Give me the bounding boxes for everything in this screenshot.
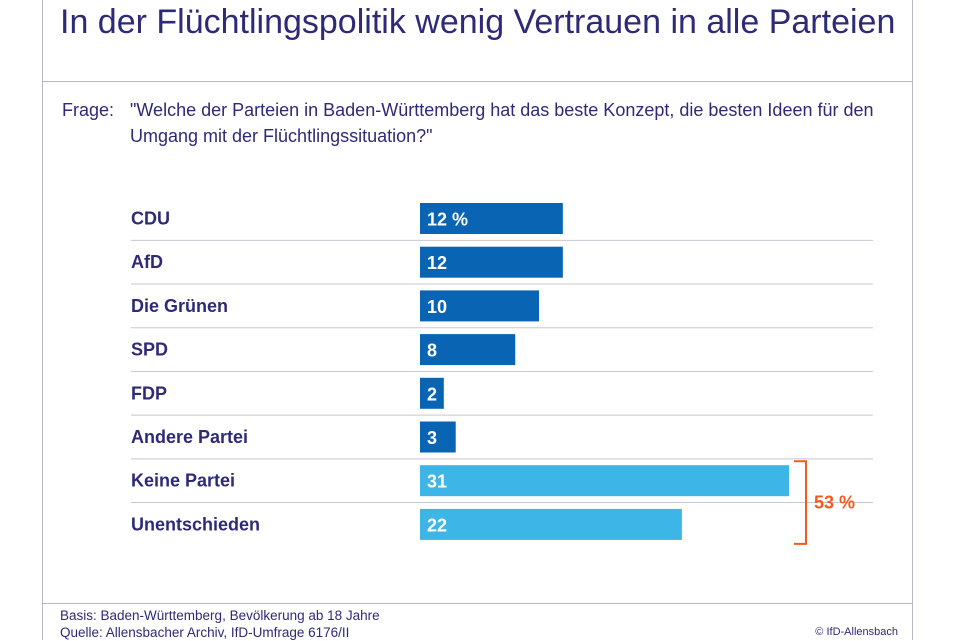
bar	[420, 290, 540, 322]
footer-source: Quelle: Allensbacher Archiv, IfD-Umfrage…	[60, 625, 350, 640]
bar-value-label: 3	[427, 428, 437, 448]
category-label: CDU	[131, 209, 170, 229]
frame-right-border	[912, 0, 913, 640]
bar	[420, 246, 563, 278]
category-label: FDP	[131, 383, 167, 403]
title-divider	[42, 81, 912, 82]
footer-basis: Basis: Baden-Württemberg, Bevölkerung ab…	[60, 608, 380, 623]
bar	[420, 508, 682, 540]
question-text: "Welche der Parteien in Baden-Württember…	[130, 100, 874, 146]
category-label: Die Grünen	[131, 296, 228, 316]
bar-value-label: 12 %	[427, 210, 468, 230]
bar-value-label: 22	[427, 515, 447, 535]
category-label: SPD	[131, 340, 168, 360]
bar	[420, 334, 516, 366]
category-label: Keine Partei	[131, 471, 235, 491]
bar	[420, 421, 456, 453]
bar	[420, 465, 789, 497]
chart-title: In der Flüchtlingspolitik wenig Vertraue…	[60, 3, 896, 41]
bar-value-label: 31	[427, 472, 447, 492]
bar-value-label: 2	[427, 384, 437, 404]
footer-copyright: © IfD-Allensbach	[815, 626, 898, 638]
bar-value-label: 8	[427, 341, 437, 361]
bar	[420, 203, 563, 234]
category-label: Unentschieden	[131, 514, 260, 534]
frame-left-border	[42, 0, 43, 640]
bar-value-label: 12	[427, 253, 447, 273]
bar	[420, 377, 444, 409]
category-label: AfD	[131, 252, 163, 272]
footer-divider	[42, 603, 912, 604]
bracket-total-label: 53 %	[814, 493, 855, 513]
question-prefix: Frage:	[62, 100, 115, 120]
bracket	[794, 460, 807, 545]
bar-value-label: 10	[427, 297, 447, 317]
category-label: Andere Partei	[131, 427, 248, 447]
